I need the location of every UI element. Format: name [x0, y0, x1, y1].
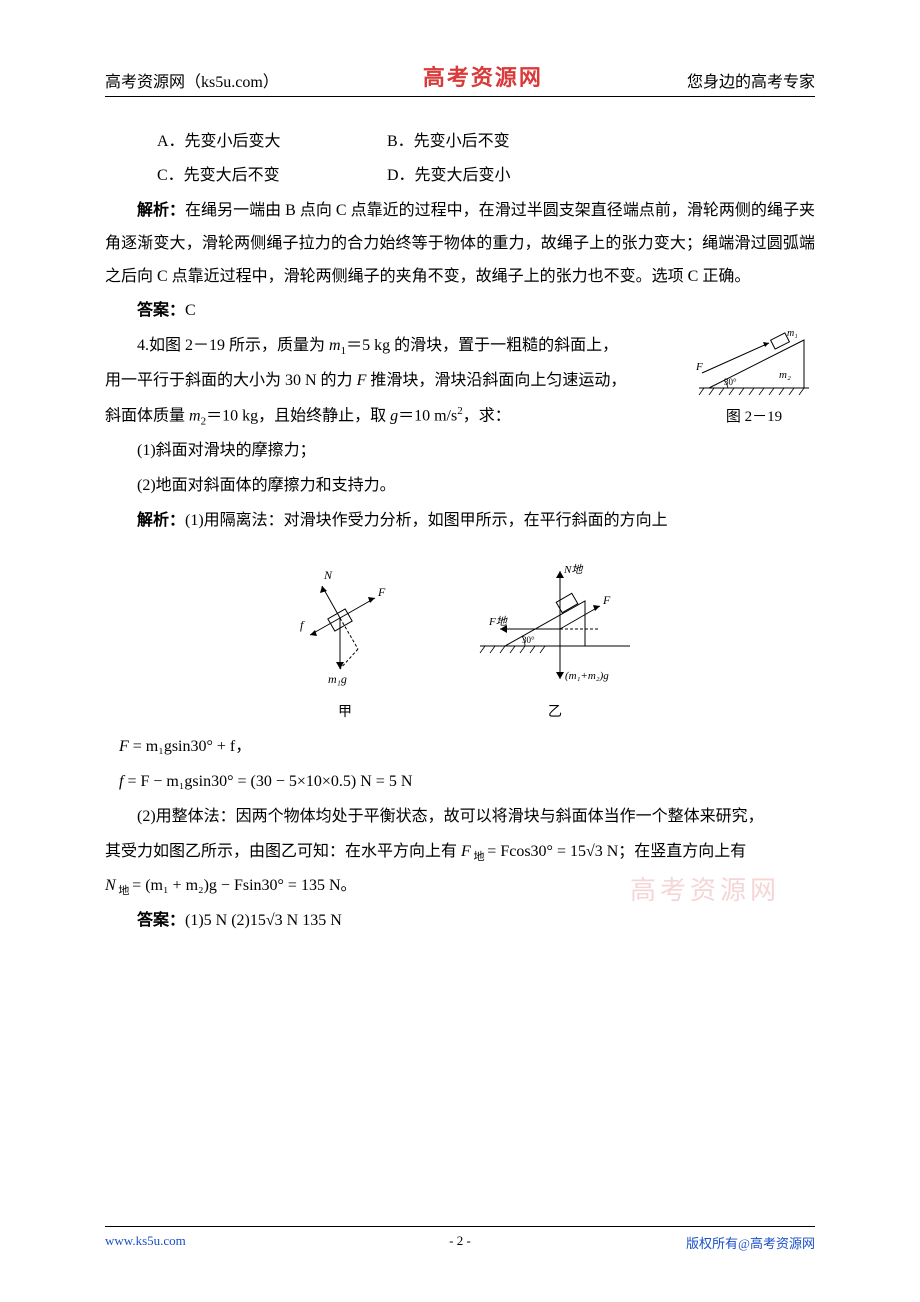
option-d: D．先变大后变小 — [387, 161, 617, 185]
p2c-N: N — [105, 877, 116, 894]
q4-line3: 斜面体质量 m2＝10 kg，且始终静止，取 g＝10 m/s2，求： — [105, 400, 687, 433]
answer3-label: 答案： — [137, 302, 185, 319]
sol4-label: 解析： — [137, 512, 185, 529]
p2c-sub: 地 — [116, 886, 133, 898]
options-row-1: A．先变小后变大 B．先变小后不变 — [105, 127, 815, 151]
p2b-a: 其受力如图乙所示，由图乙可知：在水平方向上有 — [105, 843, 461, 860]
eq1: F = m₁gsin30° + f， — [105, 731, 815, 764]
q4-l2b: 推滑块，滑块沿斜面向上匀速运动， — [366, 372, 626, 389]
eq2: f = F − m₁gsin30° = (30 − 5×10×0.5) N = … — [105, 766, 815, 799]
svg-text:F: F — [602, 593, 611, 607]
eq2-rest: = F − m₁gsin30° = (30 − 5×10×0.5) N = 5 … — [123, 773, 412, 790]
svg-text:N: N — [323, 568, 333, 582]
answer4-value: (1)5 N (2)15√3 N 135 N — [185, 912, 342, 929]
svg-text:(m₁+m₂)g: (m₁+m₂)g — [565, 670, 609, 682]
option-c: C．先变大后不变 — [157, 161, 387, 185]
solution4-p1: 解析：(1)用隔离法：对滑块作受力分析，如图甲所示，在平行斜面的方向上 — [105, 505, 815, 538]
svg-text:30°: 30° — [522, 635, 535, 645]
answer3-value: C — [185, 302, 196, 319]
svg-text:N地: N地 — [563, 563, 583, 576]
q4-m1: m — [329, 337, 341, 354]
analysis-3: 解析：在绳另一端由 B 点向 C 点靠近的过程中，在滑过半圆支架直径端点前，滑轮… — [105, 195, 815, 293]
q4-l3c: ＝10 m/s — [398, 407, 457, 424]
answer-3: 答案：C — [105, 295, 815, 328]
p2c-rest: = (m₁ + m₂)g − Fsin30° = 135 N。 — [132, 877, 356, 894]
sol4-p1: (1)用隔离法：对滑块作受力分析，如图甲所示，在平行斜面的方向上 — [185, 512, 668, 529]
header-center-logo: 高考资源网 — [423, 60, 543, 92]
diagram-yi-svg: N地 F F地 (m₁+m₂)g 30° — [470, 551, 640, 696]
force-diagrams: N F f m₁g 甲 — [105, 551, 815, 721]
p2b-F: F — [461, 843, 471, 860]
q4-l3d: ，求： — [463, 407, 511, 424]
footer-right: 版权所有@高考资源网 — [686, 1233, 815, 1252]
svg-text:f: f — [300, 618, 305, 632]
figure-2-19: F m₁ m₂ 30° 图 2－19 — [693, 330, 815, 426]
eq1-rest: = m₁gsin30° + f， — [129, 738, 251, 755]
fig219-m1-label: m₁ — [787, 330, 798, 339]
option-a: A．先变小后变大 — [157, 127, 387, 151]
fig-219-caption: 图 2－19 — [693, 405, 815, 426]
svg-text:F地: F地 — [488, 615, 508, 628]
jia-label: 甲 — [280, 701, 410, 721]
yi-label: 乙 — [470, 701, 640, 721]
options-row-2: C．先变大后不变 D．先变大后变小 — [105, 161, 815, 185]
footer-left: www.ks5u.com — [105, 1233, 186, 1252]
q4-l3a: 斜面体质量 — [105, 407, 189, 424]
q4-g: g — [390, 407, 398, 424]
diagram-yi: N地 F F地 (m₁+m₂)g 30° 乙 — [470, 551, 640, 721]
fig219-angle-label: 30° — [724, 377, 737, 387]
answer4-label: 答案： — [137, 912, 185, 929]
fig219-m2-label: m₂ — [779, 369, 791, 381]
q4-l1a: 4.如图 2－19 所示，质量为 — [137, 337, 329, 354]
sol4-p2a: (2)用整体法：因两个物体均处于平衡状态，故可以将滑块与斜面体当作一个整体来研究… — [105, 801, 815, 834]
analysis-text: 在绳另一端由 B 点向 C 点靠近的过程中，在滑过半圆支架直径端点前，滑轮两侧的… — [105, 202, 815, 285]
svg-text:m₁g: m₁g — [328, 672, 347, 686]
header-left: 高考资源网（ks5u.com） — [105, 68, 279, 92]
q4-l1b: ＝5 kg 的滑块，置于一粗糙的斜面上， — [346, 337, 618, 354]
q4-sub2: (2)地面对斜面体的摩擦力和支持力。 — [105, 470, 815, 503]
sol4-p2b: 其受力如图乙所示，由图乙可知：在水平方向上有 F 地 = Fcos30° = 1… — [105, 836, 815, 869]
header-right: 您身边的高考专家 — [687, 68, 815, 92]
watermark: 高考资源网 — [630, 870, 780, 907]
page-footer: www.ks5u.com - 2 - 版权所有@高考资源网 — [105, 1226, 815, 1252]
fig-219-svg: F m₁ m₂ 30° — [694, 330, 814, 400]
analysis-label: 解析： — [137, 202, 185, 219]
footer-center: - 2 - — [449, 1233, 471, 1249]
answer-4: 答案：(1)5 N (2)15√3 N 135 N — [105, 905, 815, 938]
option-b: B．先变小后不变 — [387, 127, 617, 151]
question-4-block: 4.如图 2－19 所示，质量为 m1＝5 kg 的滑块，置于一粗糙的斜面上， … — [105, 330, 815, 435]
q4-l3b: ＝10 kg，且始终静止，取 — [206, 407, 390, 424]
svg-text:F: F — [377, 585, 386, 599]
diagram-jia: N F f m₁g 甲 — [280, 551, 410, 721]
q4-m2: m — [189, 407, 201, 424]
fig219-F-label: F — [695, 361, 703, 373]
q4-F: F — [357, 372, 367, 389]
p2b-c: = Fcos30° = 15√3 N；在竖直方向上有 — [487, 843, 746, 860]
page-header: 高考资源网（ks5u.com） 高考资源网 您身边的高考专家 — [105, 60, 815, 97]
q4-line2: 用一平行于斜面的大小为 30 N 的力 F 推滑块，滑块沿斜面向上匀速运动， — [105, 365, 687, 398]
q4-line1: 4.如图 2－19 所示，质量为 m1＝5 kg 的滑块，置于一粗糙的斜面上， — [105, 330, 687, 363]
diagram-jia-svg: N F f m₁g — [280, 551, 410, 696]
q4-sub1: (1)斜面对滑块的摩擦力； — [105, 435, 815, 468]
eq1-F: F — [119, 738, 129, 755]
p2b-sub: 地 — [471, 851, 488, 863]
q4-l2a: 用一平行于斜面的大小为 30 N 的力 — [105, 372, 357, 389]
